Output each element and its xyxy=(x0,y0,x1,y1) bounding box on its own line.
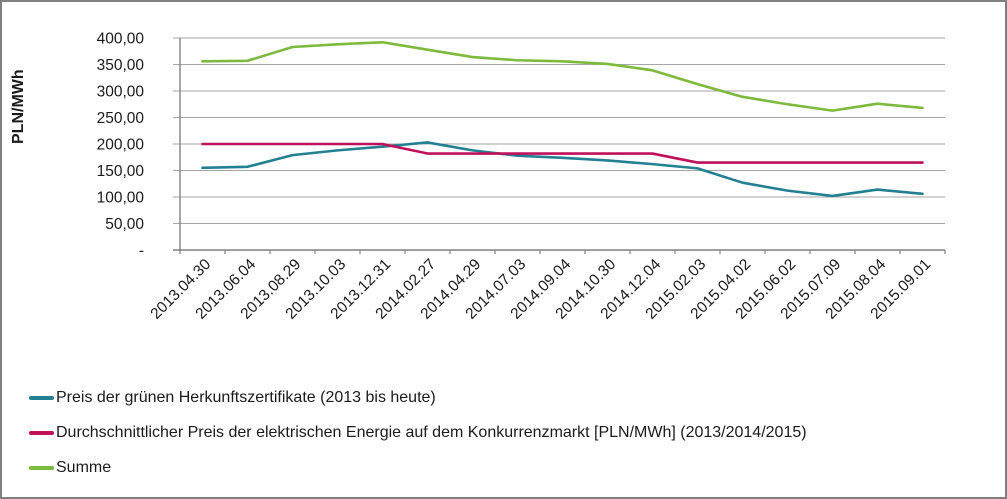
y-axis-tick-label: 150,00 xyxy=(97,163,145,180)
y-axis-tick-label: 100,00 xyxy=(97,190,145,207)
series-line-1 xyxy=(201,142,924,164)
legend-label: Preis der grünen Herkunftszertifikate (2… xyxy=(56,388,436,406)
chart-legend: Preis der grünen Herkunftszertifikate (2… xyxy=(29,380,807,485)
y-axis-tick-label: 250,00 xyxy=(97,110,145,127)
y-axis-tick-label: 50,00 xyxy=(105,216,144,233)
series-line-0 xyxy=(201,141,924,198)
y-axis-tick-label: 350,00 xyxy=(97,57,145,74)
legend-label: Summe xyxy=(56,458,112,476)
y-axis-tick-label: 400,00 xyxy=(97,31,145,48)
legend-item-energy-price: Durchschnittlicher Preis der elektrische… xyxy=(29,415,807,450)
legend-swatch xyxy=(29,395,54,400)
chart-canvas: 400,00 350,00 300,00 250,00 200,00 150,00 100,… xyxy=(97,31,946,323)
legend-swatch xyxy=(29,430,54,435)
y-axis-tick-label: 200,00 xyxy=(97,137,145,154)
legend-label: Durchschnittlicher Preis der elektrische… xyxy=(56,423,807,441)
legend-swatch xyxy=(29,465,54,470)
y-axis-tick-label: 300,00 xyxy=(97,84,145,101)
legend-item-sum: Summe xyxy=(29,450,807,485)
y-axis-tick-label: - xyxy=(139,243,144,260)
series-line-2 xyxy=(201,40,924,112)
legend-item-certificates: Preis der grünen Herkunftszertifikate (2… xyxy=(29,380,807,415)
